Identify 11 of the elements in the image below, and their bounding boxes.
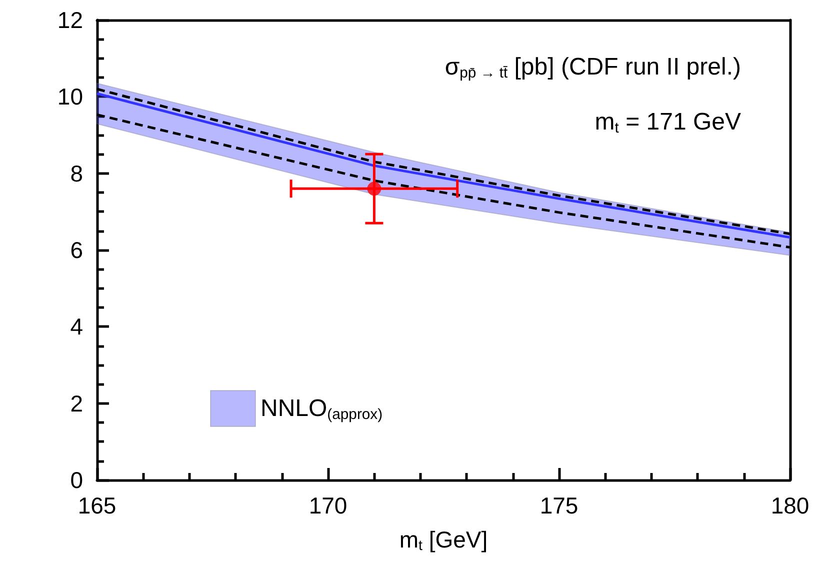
y-tick-label: 2 <box>70 390 83 416</box>
x-tick-label: 175 <box>540 492 578 518</box>
y-tick-label: 12 <box>57 7 83 33</box>
y-tick-label: 8 <box>70 160 83 186</box>
y-tick-label: 6 <box>70 237 83 263</box>
x-tick-label: 170 <box>308 492 348 518</box>
y-tick-label: 4 <box>70 314 84 340</box>
y-tick-label: 0 <box>70 467 83 493</box>
x-tick-label: 165 <box>78 492 116 518</box>
y-tick-label: 10 <box>57 84 83 110</box>
x-tick-label: 180 <box>770 492 810 518</box>
